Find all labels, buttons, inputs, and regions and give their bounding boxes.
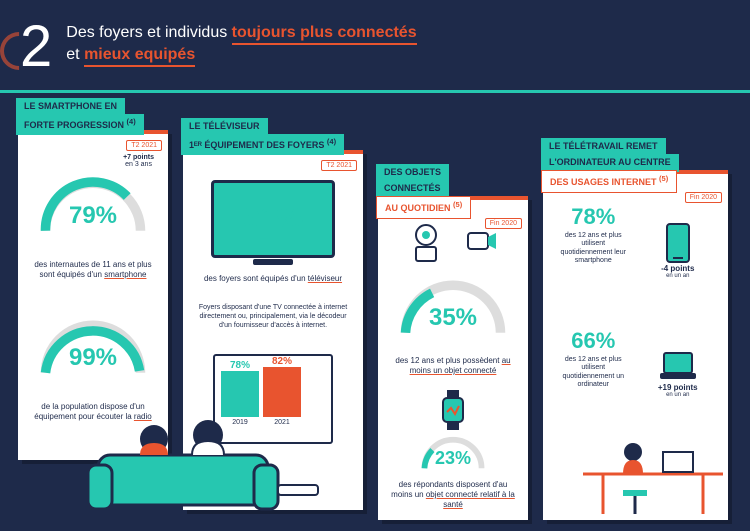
watch-icon — [433, 390, 473, 430]
card3-stat2-value: 23% — [396, 448, 510, 469]
title-block: Des foyers et individus toujours plus co… — [66, 18, 416, 64]
bar-2021: 82% 2021 — [263, 356, 301, 426]
cards-region: LE SMARTPHONE EN FORTE PROGRESSION (4) T… — [18, 100, 732, 521]
title-highlight-2: mieux equipés — [84, 46, 195, 67]
card4-r1-desc: des 12 ans et plus utilisent quotidienne… — [555, 232, 632, 266]
card-smartphone: LE SMARTPHONE EN FORTE PROGRESSION (4) T… — [18, 130, 168, 460]
card4-r1-trend-sub: en un an — [666, 273, 689, 279]
card1-gauge-1: 79% — [36, 172, 150, 242]
section-number: 2 — [20, 18, 52, 76]
card4-r2-trend: +19 points — [658, 383, 698, 392]
card-objects: DES OBJETS CONNECTÉS AU QUOTIDIEN (5) Fi… — [378, 196, 528, 520]
card3-desc2: des répondants disposent d'au moins un o… — [388, 480, 518, 510]
card3-gauge-1: 35% — [396, 274, 510, 344]
bars: 78% 2019 82% 2021 — [221, 366, 325, 426]
speaker-icon — [409, 223, 443, 263]
title-line-1: Des foyers et individus toujours plus co… — [66, 24, 416, 42]
tv-icon: 91% — [211, 180, 335, 258]
card4-r1-left: 78% des 12 ans et plus utilisent quotidi… — [551, 200, 636, 300]
card4-r2-value: 66% — [555, 328, 632, 354]
title-line-2: et mieux equipés — [66, 46, 416, 64]
card4-r2-desc: des 12 ans et plus utilisent quotidienne… — [555, 356, 632, 390]
card2-stat-value: 91% — [243, 202, 303, 236]
card4-r2-right: +19 points en un an — [636, 324, 721, 424]
card3-gauge-2: 23% — [396, 434, 510, 474]
card4-row-1: 78% des 12 ans et plus utilisent quotidi… — [551, 200, 720, 300]
divider — [0, 90, 750, 93]
card1-desc1: des internautes de 11 ans et plus sont é… — [28, 260, 158, 280]
bar-2019: 78% 2019 — [221, 360, 259, 426]
card3-tab3: AU QUOTIDIEN (5) — [376, 196, 471, 219]
laptop-icon — [658, 351, 698, 383]
card2-note: Foyers disposant d'une TV connectée à in… — [195, 304, 351, 330]
card3-desc1: des 12 ans et plus possèdent au moins un… — [388, 356, 518, 376]
person-desk-icon — [583, 434, 723, 514]
card3-stat1-value: 35% — [396, 304, 510, 332]
card2-mini-chart: 78% 2019 82% 2021 — [213, 354, 333, 444]
card4-row-2: 66% des 12 ans et plus utilisent quotidi… — [551, 324, 720, 424]
card1-stat1-value: 79% — [36, 202, 150, 230]
card4-r1-right: -4 points en un an — [636, 200, 721, 300]
card-tv: LE TÉLÉVISEUR 1ᴱᴿ ÉQUIPEMENT DES FOYERS … — [183, 150, 363, 510]
card4-r2-trend-sub: en un an — [666, 392, 689, 398]
card2-desc: des foyers sont équipés d'un téléviseur — [197, 274, 349, 284]
card1-gauge-2: 99% — [36, 314, 150, 384]
bar-2019-fill — [221, 371, 259, 417]
card4-tab3: DES USAGES INTERNET (5) — [541, 170, 677, 193]
phone-icon — [665, 222, 691, 264]
card3-illus — [398, 218, 508, 268]
header: 2 Des foyers et individus toujours plus … — [0, 0, 750, 90]
card1-tab2: FORTE PROGRESSION (4) — [16, 114, 144, 135]
bar-2021-fill — [263, 367, 301, 417]
card2-tab2: 1ᴱᴿ ÉQUIPEMENT DES FOYERS (4) — [181, 134, 344, 155]
camera-icon — [464, 223, 498, 263]
card1-trend: +7 pointsen 3 ans — [123, 154, 154, 168]
card-telework: LE TÉLÉTRAVAIL REMET L'ORDINATEUR AU CEN… — [543, 170, 728, 520]
title-highlight-1: toujours plus connectés — [232, 24, 417, 45]
card1-desc2: de la population dispose d'un équipement… — [28, 402, 158, 422]
card4-r2-left: 66% des 12 ans et plus utilisent quotidi… — [551, 324, 636, 424]
card4-r1-trend: -4 points — [661, 264, 694, 273]
card1-stat2-value: 99% — [36, 344, 150, 372]
title-plain-2: et — [66, 46, 84, 63]
card4-r1-value: 78% — [555, 204, 632, 230]
card1-date: T2 2021 — [126, 140, 162, 151]
title-plain-1: Des foyers et individus — [66, 24, 231, 41]
card2-date: T2 2021 — [321, 160, 357, 171]
